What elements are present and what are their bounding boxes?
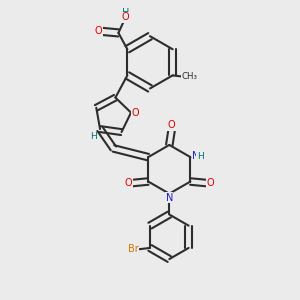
Text: O: O <box>122 12 129 22</box>
Text: H: H <box>197 152 204 161</box>
Text: O: O <box>125 178 132 188</box>
Text: O: O <box>206 178 214 188</box>
Text: O: O <box>168 120 176 130</box>
Text: N: N <box>166 193 173 202</box>
Text: H: H <box>122 8 130 18</box>
Text: CH₃: CH₃ <box>181 72 197 81</box>
Text: O: O <box>132 108 140 118</box>
Text: H: H <box>90 132 97 141</box>
Text: O: O <box>94 26 102 36</box>
Text: N: N <box>192 151 200 161</box>
Text: Br: Br <box>128 244 139 254</box>
